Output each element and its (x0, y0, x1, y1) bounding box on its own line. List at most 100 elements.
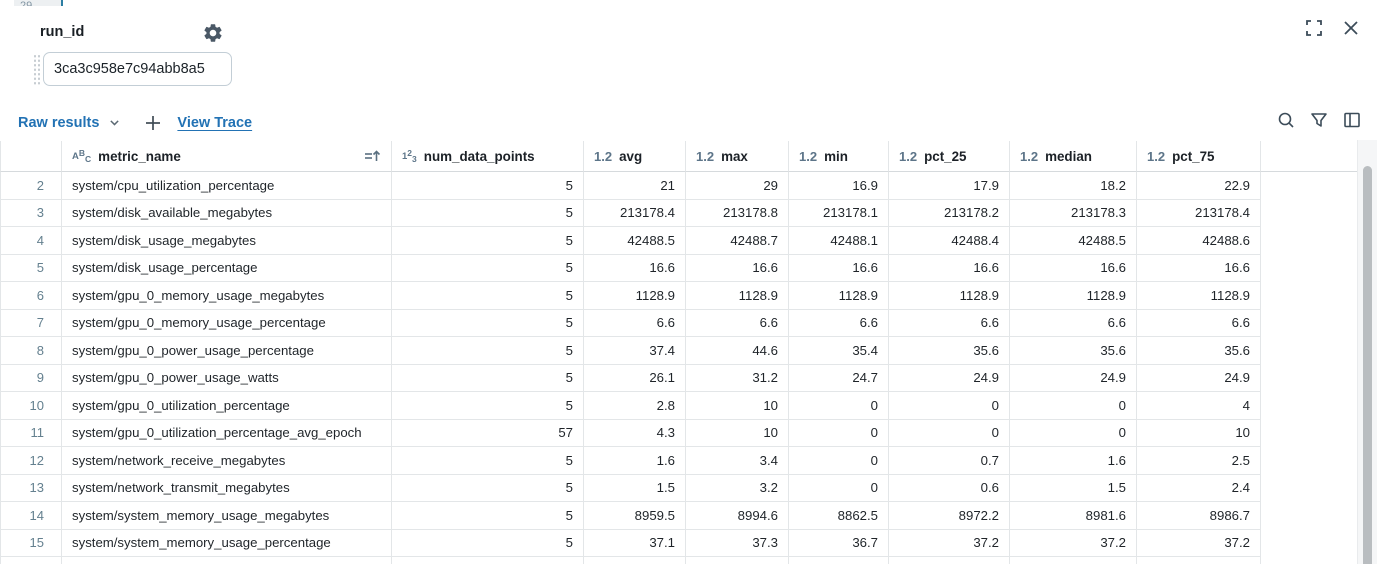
cell-pct_75[interactable]: 42488.6 (1137, 227, 1261, 255)
add-tab-button[interactable] (144, 114, 162, 132)
row-number-cell[interactable]: 2 (0, 172, 62, 200)
cell-metric_name[interactable]: system/system_memory_usage_percentage (62, 529, 392, 557)
cell-max[interactable]: 3.4 (686, 447, 789, 475)
cell-pct_25[interactable]: 0.7 (889, 447, 1010, 475)
cell-max[interactable]: 37.3 (686, 529, 789, 557)
cell-metric_name[interactable]: system/cpu_utilization_percentage (62, 172, 392, 200)
cell-num_data_points[interactable]: 5 (392, 254, 584, 282)
cell-avg[interactable]: 8959.5 (584, 502, 686, 530)
row-number-cell[interactable]: 13 (0, 474, 62, 502)
param-value-input[interactable] (43, 52, 232, 86)
column-header-pct_25[interactable]: 1.2 pct_25 (889, 141, 1010, 172)
cell-median[interactable]: 0 (1010, 419, 1137, 447)
cell-max[interactable]: 42488.7 (686, 227, 789, 255)
cell-pct_75[interactable]: 1128.9 (1137, 282, 1261, 310)
cell-median[interactable]: 18.2 (1010, 172, 1137, 200)
cell-num_data_points[interactable]: 5 (392, 502, 584, 530)
cell-avg[interactable]: 42488.5 (584, 227, 686, 255)
row-number-cell[interactable]: 15 (0, 529, 62, 557)
cell-num_data_points[interactable]: 5 (392, 227, 584, 255)
cell-pct_75[interactable]: 37.2 (1137, 529, 1261, 557)
cell-avg[interactable]: 1.6 (584, 447, 686, 475)
cell-min[interactable]: 0 (789, 447, 889, 475)
cell-pct_25[interactable]: 24.9 (889, 364, 1010, 392)
cell-min[interactable]: 0 (789, 392, 889, 420)
cell-num_data_points[interactable]: 5 (392, 282, 584, 310)
gear-icon[interactable] (202, 22, 224, 44)
close-icon[interactable] (1341, 18, 1361, 38)
cell-avg[interactable]: 1128.9 (584, 282, 686, 310)
cell-metric_name[interactable]: system/network_transmit_megabytes (62, 474, 392, 502)
cell-metric_name[interactable]: system/disk_usage_megabytes (62, 227, 392, 255)
cell-metric_name[interactable]: system/gpu_0_power_usage_percentage (62, 337, 392, 365)
cell-avg[interactable]: 213178.4 (584, 199, 686, 227)
cell-min[interactable]: 42488.1 (789, 227, 889, 255)
cell-metric_name[interactable]: system/disk_available_megabytes (62, 199, 392, 227)
cell-num_data_points[interactable]: 5 (392, 172, 584, 200)
cell-avg[interactable]: 16.6 (584, 254, 686, 282)
cell-median[interactable]: 42488.5 (1010, 227, 1137, 255)
cell-max[interactable]: 31.2 (686, 364, 789, 392)
cell-pct_75[interactable]: 2.4 (1137, 474, 1261, 502)
cell-avg[interactable]: 37.1 (584, 529, 686, 557)
cell-num_data_points[interactable]: 57 (392, 419, 584, 447)
cell-pct_25[interactable]: 35.6 (889, 337, 1010, 365)
cell-median[interactable]: 6.6 (1010, 309, 1137, 337)
cell-max[interactable]: 8994.6 (686, 502, 789, 530)
cell-max[interactable]: 213178.8 (686, 199, 789, 227)
cell-pct_75[interactable]: 24.9 (1137, 364, 1261, 392)
cell-min[interactable]: 0 (789, 474, 889, 502)
column-header-pct_75[interactable]: 1.2 pct_75 (1137, 141, 1261, 172)
cell-pct_25[interactable]: 0.6 (889, 474, 1010, 502)
cell-avg[interactable]: 37.4 (584, 337, 686, 365)
column-header-num_data_points[interactable]: 1 2 3 num_data_points (392, 141, 584, 172)
cell-min[interactable]: 36.7 (789, 529, 889, 557)
cell-avg[interactable]: 4.3 (584, 419, 686, 447)
cell-max[interactable]: 29 (686, 172, 789, 200)
cell-avg[interactable]: 2.8 (584, 392, 686, 420)
cell-metric_name[interactable]: system/gpu_0_memory_usage_megabytes (62, 282, 392, 310)
cell-avg[interactable]: 1.5 (584, 474, 686, 502)
cell-metric_name[interactable]: system/gpu_0_utilization_percentage (62, 392, 392, 420)
row-number-cell[interactable]: 6 (0, 282, 62, 310)
search-icon[interactable] (1276, 110, 1296, 130)
column-header-metric_name[interactable]: A B C metric_name (62, 141, 392, 172)
filter-icon[interactable] (1309, 110, 1329, 130)
cell-max[interactable]: 6.6 (686, 309, 789, 337)
cell-max[interactable]: 1128.9 (686, 282, 789, 310)
cell-pct_25[interactable]: 42488.4 (889, 227, 1010, 255)
column-header-max[interactable]: 1.2 max (686, 141, 789, 172)
cell-median[interactable]: 8981.6 (1010, 502, 1137, 530)
cell-num_data_points[interactable]: 5 (392, 199, 584, 227)
cell-median[interactable]: 1128.9 (1010, 282, 1137, 310)
cell-num_data_points[interactable]: 5 (392, 474, 584, 502)
cell-min[interactable]: 6.6 (789, 309, 889, 337)
row-number-cell[interactable]: 7 (0, 309, 62, 337)
cell-pct_25[interactable]: 1128.9 (889, 282, 1010, 310)
tab-raw-results[interactable]: Raw results (18, 114, 100, 131)
row-number-cell[interactable]: 5 (0, 254, 62, 282)
cell-avg[interactable]: 26.1 (584, 364, 686, 392)
cell-avg[interactable]: 6.6 (584, 309, 686, 337)
scrollbar-thumb[interactable] (1363, 166, 1372, 564)
cell-pct_75[interactable]: 8986.7 (1137, 502, 1261, 530)
cell-min[interactable]: 213178.1 (789, 199, 889, 227)
row-number-cell[interactable]: 10 (0, 392, 62, 420)
cell-median[interactable]: 24.9 (1010, 364, 1137, 392)
row-number-cell[interactable]: 9 (0, 364, 62, 392)
cell-median[interactable]: 1.5 (1010, 474, 1137, 502)
column-header-median[interactable]: 1.2 median (1010, 141, 1137, 172)
cell-min[interactable]: 16.9 (789, 172, 889, 200)
cell-num_data_points[interactable]: 5 (392, 529, 584, 557)
cell-pct_25[interactable]: 213178.2 (889, 199, 1010, 227)
cell-pct_75[interactable]: 22.9 (1137, 172, 1261, 200)
cell-pct_25[interactable]: 6.6 (889, 309, 1010, 337)
cell-pct_25[interactable]: 17.9 (889, 172, 1010, 200)
column-header-avg[interactable]: 1.2 avg (584, 141, 686, 172)
columns-icon[interactable] (1342, 110, 1362, 130)
sort-asc-icon[interactable] (364, 149, 381, 163)
cell-metric_name[interactable]: system/gpu_0_utilization_percentage_avg_… (62, 419, 392, 447)
cell-min[interactable]: 24.7 (789, 364, 889, 392)
cell-pct_75[interactable]: 4 (1137, 392, 1261, 420)
view-trace-link[interactable]: View Trace (177, 114, 253, 131)
